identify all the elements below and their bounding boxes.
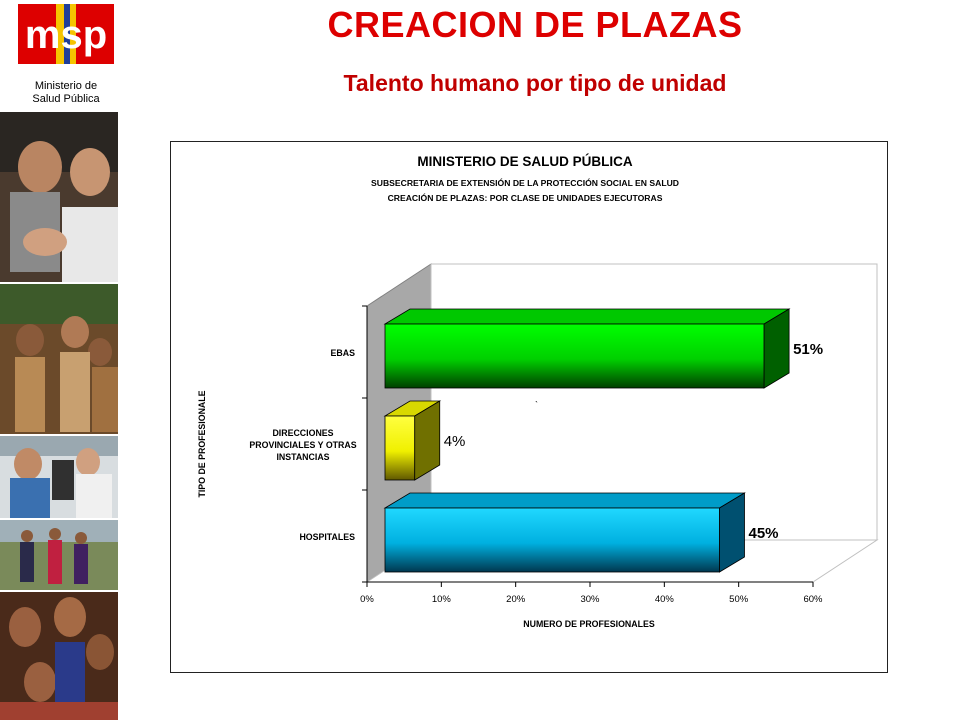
x-tick-label: 50% — [729, 594, 749, 605]
x-tick-label: 40% — [655, 594, 675, 605]
bar-0 — [383, 308, 791, 389]
x-tick-label: 60% — [803, 594, 823, 605]
bar-top-face — [383, 308, 791, 325]
x-tick-label: 20% — [506, 594, 526, 605]
photo-community — [0, 520, 118, 590]
bar-front-face — [384, 507, 720, 573]
bar-front-face — [384, 323, 765, 389]
x-tick-label: 30% — [580, 594, 600, 605]
x-axis-label: NUMERO DE PROFESIONALES — [523, 619, 655, 629]
data-label: 45% — [749, 525, 779, 542]
x-tick-label: 0% — [360, 594, 374, 605]
msp-logo: msp — [18, 4, 114, 64]
bar-1 — [383, 400, 442, 481]
logo-wordmark: msp — [25, 13, 107, 57]
logo-caption-line2: Salud Pública — [32, 93, 100, 105]
page-subtitle: Talento humano por tipo de unidad — [343, 70, 727, 96]
bar-2 — [383, 492, 746, 573]
logo-caption: Ministerio de Salud Pública — [10, 80, 122, 106]
bar-front-face — [384, 415, 416, 481]
bar-top-face — [383, 492, 746, 509]
chart-title: MINISTERIO DE SALUD PÚBLICA — [417, 154, 633, 169]
logo-stripe-blue — [64, 4, 70, 64]
category-label: INSTANCIAS — [276, 452, 329, 462]
data-label: 4% — [444, 433, 466, 450]
photo-doctor-patient — [0, 112, 118, 282]
bars — [383, 308, 791, 573]
category-label: PROVINCIALES Y OTRAS — [249, 440, 356, 450]
bar-side-face — [414, 400, 441, 481]
category-label: EBAS — [331, 348, 356, 358]
photo-indigenous-group — [0, 592, 118, 720]
bar-side-face — [763, 308, 790, 389]
data-labels: 51% 4% 45% — [444, 341, 823, 542]
chart-subtitle-line2: CREACIÓN DE PLAZAS: POR CLASE DE UNIDADE… — [388, 192, 663, 203]
y-axis-ticks — [362, 305, 367, 583]
photo-collage — [0, 112, 118, 720]
category-label: HOSPITALES — [299, 532, 355, 542]
logo-caption-line1: Ministerio de — [34, 80, 98, 92]
bar-chart: MINISTERIO DE SALUD PÚBLICA SUBSECRETARI… — [197, 154, 879, 629]
chart-subtitle-line1: SUBSECRETARIA DE EXTENSIÓN DE LA PROTECC… — [371, 177, 679, 188]
stray-mark: ` — [535, 400, 538, 410]
category-label: DIRECCIONES — [272, 428, 333, 438]
x-tick-label: 10% — [432, 594, 452, 605]
x-axis-ticks: 0% 10% 20% 30% 40% 50% 60% — [360, 582, 823, 605]
chart-frame: MINISTERIO DE SALUD PÚBLICA SUBSECRETARI… — [170, 141, 888, 673]
photo-eye-exam — [0, 436, 118, 518]
category-labels: EBAS DIRECCIONES PROVINCIALES Y OTRAS INSTA… — [249, 348, 356, 542]
page-title: CREACION DE PLAZAS — [327, 4, 743, 45]
bar-side-face — [719, 492, 745, 573]
y-axis-label: TIPO DE PROFESIONALE — [197, 390, 207, 497]
photo-children-group — [0, 284, 118, 434]
data-label: 51% — [793, 341, 823, 358]
